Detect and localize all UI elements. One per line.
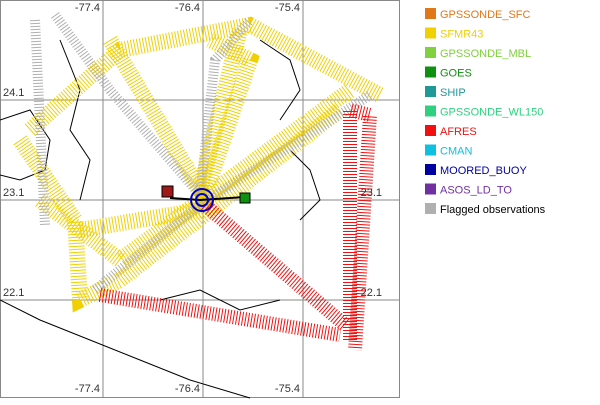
lat-label: 24.1 bbox=[3, 87, 24, 99]
track bbox=[195, 16, 254, 196]
legend-swatch bbox=[425, 27, 436, 39]
legend-label: Flagged observations bbox=[440, 204, 546, 216]
legend-swatch bbox=[425, 8, 436, 19]
legend-swatch bbox=[425, 144, 436, 156]
coast bbox=[0, 299, 251, 399]
coast bbox=[59, 39, 91, 201]
lat-label: 23.1 bbox=[361, 187, 382, 199]
track bbox=[343, 101, 378, 351]
marker bbox=[161, 185, 174, 198]
coast bbox=[289, 149, 321, 221]
coast bbox=[159, 289, 281, 311]
legend-label: CMAN bbox=[440, 146, 472, 158]
legend-label: GPSSONDE_MBL bbox=[440, 48, 531, 60]
legend-swatch bbox=[425, 125, 436, 136]
legend-label: GPSSONDE_SFC bbox=[440, 9, 531, 21]
legend-label: ASOS_LD_TO bbox=[440, 185, 512, 197]
legend-swatch bbox=[425, 203, 436, 214]
map-labels: -77.4 -76.4 -75.4 -77.4 -76.4 -75.4 24.1 23.1 22… bbox=[3, 2, 382, 395]
lat-label: 22.1 bbox=[361, 287, 382, 299]
marker bbox=[239, 192, 251, 204]
coast bbox=[259, 39, 301, 121]
legend-label: AFRES bbox=[440, 126, 477, 138]
lon-label: -76.4 bbox=[175, 383, 200, 395]
lon-label: -75.4 bbox=[275, 2, 300, 14]
lat-label: 22.1 bbox=[3, 287, 24, 299]
legend-swatch bbox=[425, 66, 436, 78]
legend-label: SHIP bbox=[440, 87, 466, 99]
track bbox=[24, 16, 384, 136]
lon-label: -76.4 bbox=[175, 2, 200, 14]
legend-label: SFMR43 bbox=[440, 29, 483, 41]
lon-label: -77.4 bbox=[75, 383, 100, 395]
track bbox=[35, 83, 355, 270]
lat-label: 23.1 bbox=[3, 187, 24, 199]
track bbox=[13, 103, 345, 313]
afres-track bbox=[98, 101, 378, 351]
track bbox=[200, 199, 350, 331]
legend-swatch bbox=[425, 105, 436, 117]
legend-swatch bbox=[425, 86, 436, 97]
center-ring bbox=[195, 193, 209, 207]
lon-label: -75.4 bbox=[275, 383, 300, 395]
lon-label: -77.4 bbox=[75, 2, 100, 14]
legend-swatch bbox=[425, 183, 436, 195]
coastline bbox=[0, 39, 321, 399]
track bbox=[30, 19, 50, 226]
legend-swatch bbox=[425, 164, 436, 175]
center-track bbox=[169, 196, 246, 202]
coast bbox=[0, 109, 51, 181]
track bbox=[50, 12, 204, 199]
legend: GPSSONDE_SFC SFMR43 GPSSONDE_MBL GOES SHIP GP… bbox=[425, 8, 546, 216]
legend-label: GPSSONDE_WL150 bbox=[440, 107, 543, 119]
legend-label: GOES bbox=[440, 68, 472, 80]
center-ring bbox=[190, 188, 214, 212]
storm-center bbox=[161, 185, 251, 212]
legend-label: MOORED_BUOY bbox=[440, 165, 527, 177]
track bbox=[78, 32, 260, 238]
legend-swatch bbox=[425, 47, 436, 58]
